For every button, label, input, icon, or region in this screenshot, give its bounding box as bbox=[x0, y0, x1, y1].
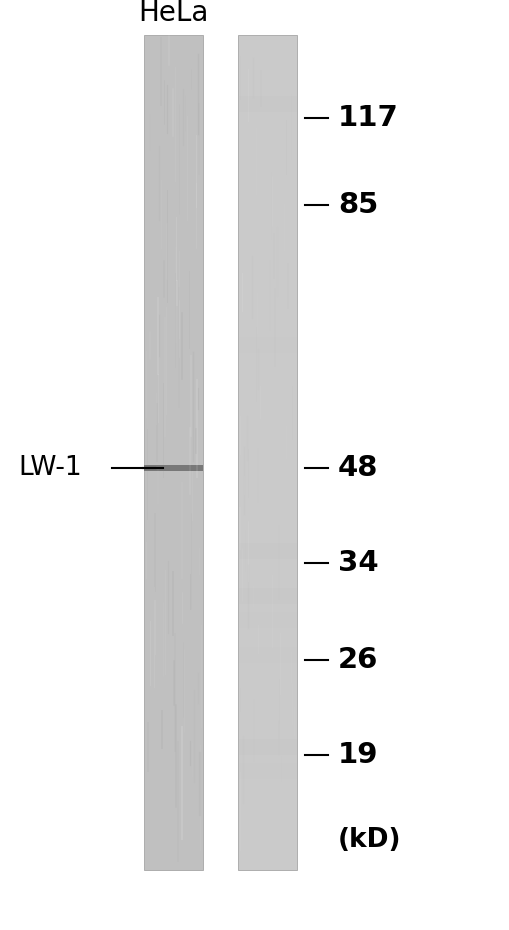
Bar bbox=[238, 739, 297, 755]
Bar bbox=[238, 588, 297, 604]
Bar bbox=[238, 97, 297, 113]
Text: LW-1: LW-1 bbox=[18, 455, 81, 481]
Bar bbox=[238, 764, 297, 779]
Text: (kD): (kD) bbox=[337, 827, 401, 853]
Bar bbox=[238, 543, 297, 560]
Text: 117: 117 bbox=[337, 104, 398, 132]
Text: 85: 85 bbox=[337, 191, 378, 219]
Text: 19: 19 bbox=[337, 741, 378, 769]
Text: HeLa: HeLa bbox=[138, 0, 208, 27]
Bar bbox=[238, 612, 297, 628]
Bar bbox=[144, 465, 203, 471]
Text: 48: 48 bbox=[337, 454, 378, 482]
Bar bbox=[238, 337, 297, 352]
Text: 34: 34 bbox=[337, 549, 378, 577]
Bar bbox=[238, 647, 297, 663]
Bar bbox=[238, 35, 297, 870]
Bar bbox=[144, 35, 203, 870]
Text: 26: 26 bbox=[337, 646, 378, 674]
